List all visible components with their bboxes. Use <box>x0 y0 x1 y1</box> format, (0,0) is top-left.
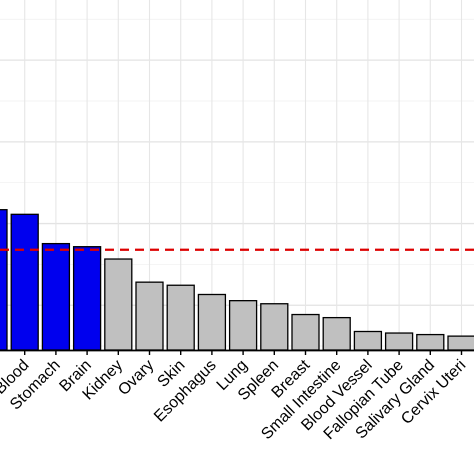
x-tick-labels: BloodStomachBrainKidneyOvarySkinEsophagu… <box>0 356 469 443</box>
bar-esophagus <box>197 293 227 351</box>
bar-ovary <box>135 281 164 351</box>
bars-group <box>0 209 474 351</box>
bar-small-intestine <box>322 316 351 351</box>
x-ticks <box>24 350 463 355</box>
bar-fallopian-tube <box>384 332 414 351</box>
x-tick-label: Ovary <box>115 357 157 399</box>
bar-lung <box>228 300 258 351</box>
grid-lines <box>0 0 474 350</box>
bar-salivary-gland <box>416 333 445 351</box>
bar-blood-vessel <box>353 330 383 351</box>
bar-breast <box>291 313 320 351</box>
bar-spleen <box>260 303 289 351</box>
bar-brain <box>72 246 102 351</box>
bar-skin <box>166 284 195 351</box>
bar-cut-off <box>0 209 8 351</box>
bar-cervix-uteri <box>447 335 474 351</box>
bar-stomach <box>41 242 71 351</box>
bar-kidney <box>104 258 133 351</box>
bar-blood <box>10 213 39 351</box>
